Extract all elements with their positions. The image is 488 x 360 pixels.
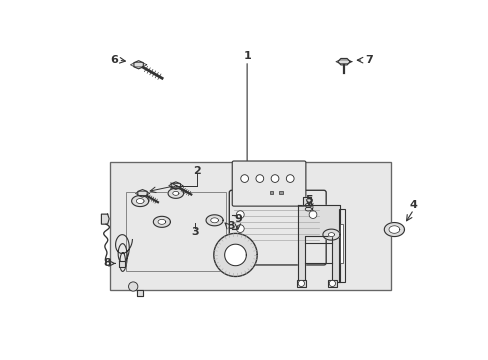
Polygon shape	[168, 184, 183, 188]
Polygon shape	[172, 192, 179, 195]
Polygon shape	[388, 226, 399, 233]
FancyBboxPatch shape	[229, 190, 325, 265]
Text: 6: 6	[110, 55, 118, 65]
Polygon shape	[337, 58, 349, 65]
Text: 4: 4	[409, 200, 417, 210]
Circle shape	[128, 282, 138, 291]
Polygon shape	[131, 195, 148, 207]
Polygon shape	[135, 191, 149, 195]
Text: 3: 3	[227, 221, 235, 231]
Polygon shape	[322, 229, 339, 240]
Text: 9: 9	[233, 214, 241, 224]
Polygon shape	[153, 216, 170, 228]
Circle shape	[255, 175, 263, 183]
Circle shape	[286, 175, 293, 183]
Text: 3: 3	[191, 227, 199, 237]
Polygon shape	[137, 289, 142, 296]
Circle shape	[298, 280, 304, 287]
Polygon shape	[335, 60, 351, 63]
Bar	[340, 224, 343, 263]
Circle shape	[236, 225, 244, 233]
Text: 1: 1	[243, 51, 250, 61]
Bar	[279, 190, 283, 194]
Circle shape	[308, 211, 316, 219]
Polygon shape	[101, 214, 109, 224]
Polygon shape	[171, 182, 180, 189]
Circle shape	[240, 175, 248, 183]
Polygon shape	[136, 199, 144, 203]
Polygon shape	[302, 197, 310, 205]
Bar	[125, 192, 225, 270]
Bar	[269, 190, 273, 194]
Polygon shape	[327, 233, 334, 237]
Circle shape	[270, 175, 278, 183]
Circle shape	[328, 280, 335, 287]
Bar	[231, 251, 251, 263]
Polygon shape	[134, 61, 143, 69]
Text: 8: 8	[103, 258, 111, 269]
Polygon shape	[168, 188, 183, 198]
Polygon shape	[224, 244, 246, 266]
Polygon shape	[205, 215, 223, 226]
Text: 5: 5	[305, 195, 312, 205]
Polygon shape	[297, 205, 340, 282]
Circle shape	[236, 211, 244, 219]
Bar	[338, 209, 344, 282]
Polygon shape	[138, 190, 147, 197]
Polygon shape	[210, 218, 218, 223]
Polygon shape	[213, 233, 257, 276]
Polygon shape	[119, 261, 124, 266]
Text: 2: 2	[192, 166, 200, 176]
Bar	[327, 280, 336, 287]
Polygon shape	[130, 63, 146, 67]
Text: 7: 7	[364, 55, 372, 65]
Bar	[296, 280, 305, 287]
FancyBboxPatch shape	[232, 161, 305, 206]
Bar	[110, 162, 390, 290]
Polygon shape	[384, 222, 404, 237]
Polygon shape	[158, 219, 165, 224]
